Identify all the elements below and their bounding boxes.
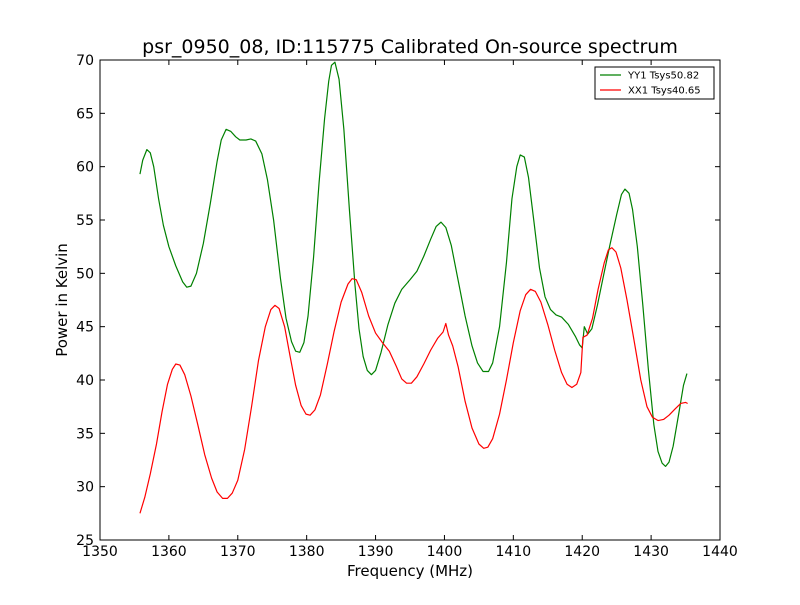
x-tick-label: 1370 xyxy=(220,544,256,560)
series-line-2 xyxy=(139,247,688,514)
y-tick-label: 45 xyxy=(76,320,94,336)
y-tick-label: 65 xyxy=(76,106,94,122)
legend: YY1 Tsys50.82 XX1 Tsys40.65 xyxy=(594,66,715,100)
y-tick-label: 35 xyxy=(76,426,94,442)
legend-box xyxy=(594,66,715,100)
y-tick-label: 70 xyxy=(76,53,94,69)
axes: 1350 1360 1370 1380 1390 1400 1410 1420 1430 1440… xyxy=(76,53,738,560)
series-line-1 xyxy=(139,61,688,467)
series-layer xyxy=(139,61,688,514)
x-tick-label: 1440 xyxy=(702,544,738,560)
y-tick-label: 60 xyxy=(76,160,94,176)
plot-background xyxy=(100,60,720,540)
x-tick-label: 1390 xyxy=(358,544,394,560)
x-tick-label: 1410 xyxy=(496,544,532,560)
chart-title: psr_0950_08, ID:115775 Calibrated On-sou… xyxy=(142,36,678,58)
y-axis-label: Power in Kelvin xyxy=(53,243,71,357)
x-tick-label: 1430 xyxy=(633,544,669,560)
x-tick-label: 1420 xyxy=(564,544,600,560)
axes-frame xyxy=(99,59,721,541)
x-tick-label: 1380 xyxy=(289,544,325,560)
x-tick-label: 1400 xyxy=(427,544,463,560)
x-axis-label: Frequency (MHz) xyxy=(347,562,473,580)
legend-label-2: XX1 Tsys40.65 xyxy=(628,86,701,97)
y-tick-label: 40 xyxy=(76,373,94,389)
y-tick-label: 50 xyxy=(76,266,94,282)
legend-label-1: YY1 Tsys50.82 xyxy=(627,71,699,82)
y-tick-label: 30 xyxy=(76,480,94,496)
y-tick-label: 25 xyxy=(76,533,94,549)
plot-area xyxy=(100,60,720,540)
x-tick-label: 1350 xyxy=(82,544,118,560)
x-tick-label: 1360 xyxy=(151,544,187,560)
y-tick-label: 55 xyxy=(76,213,94,229)
